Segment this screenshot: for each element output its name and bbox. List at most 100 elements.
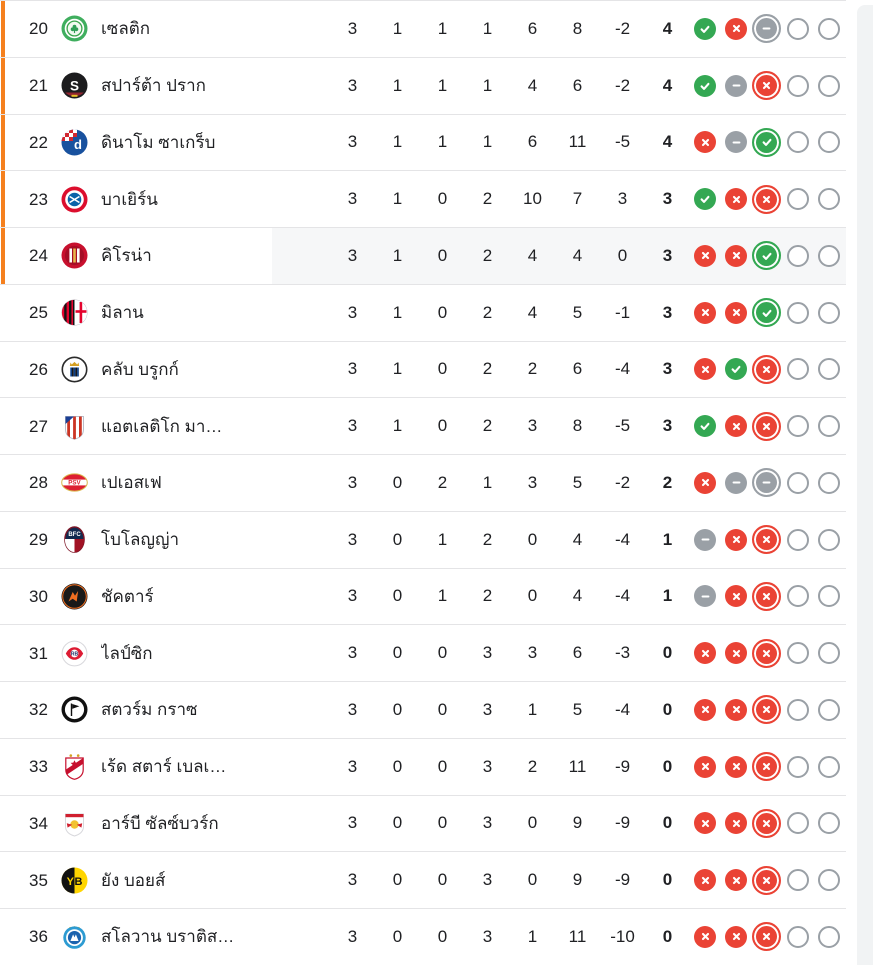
form-history bbox=[690, 808, 844, 838]
table-row[interactable]: 32 สตวร์ม กราซ 3 0 0 3 1 5 -4 0 bbox=[0, 681, 846, 738]
stat-goals-for: 6 bbox=[527, 132, 538, 152]
form-empty-icon bbox=[817, 17, 840, 40]
form-empty-icon bbox=[786, 131, 809, 154]
stat-goals-for: 6 bbox=[527, 18, 538, 38]
form-slot bbox=[690, 244, 721, 267]
x-icon bbox=[732, 933, 740, 941]
leipzig-logo: RB bbox=[61, 640, 88, 667]
bayern-logo bbox=[61, 186, 88, 213]
sparta-prague-logo: S bbox=[61, 72, 88, 99]
check-icon bbox=[731, 366, 741, 374]
table-row[interactable]: 22 d ดินาโม ซาเกร็บ 3 1 1 1 6 11 -5 4 bbox=[0, 113, 846, 171]
x-icon bbox=[763, 933, 771, 941]
form-empty-icon bbox=[817, 698, 840, 721]
stat-won: 0 bbox=[392, 870, 403, 890]
stat-goal-diff: -9 bbox=[614, 870, 631, 890]
form-slot bbox=[782, 528, 813, 551]
form-history bbox=[690, 298, 844, 328]
table-row[interactable]: 27 แอตเลติโก มา… 3 1 0 2 3 8 -5 3 bbox=[0, 397, 846, 454]
form-slot bbox=[813, 812, 844, 835]
form-history bbox=[690, 14, 844, 44]
table-row[interactable]: 36 สโลวาน บราติส… 3 0 0 3 1 11 -10 0 bbox=[0, 908, 846, 965]
table-row[interactable]: 33 เร้ด สตาร์ เบลเ… 3 0 0 3 2 11 -9 0 bbox=[0, 737, 846, 795]
svg-text:BFC: BFC bbox=[68, 532, 81, 538]
stat-goal-diff: -4 bbox=[614, 586, 631, 606]
stat-played: 3 bbox=[347, 132, 358, 152]
stat-goals-for: 10 bbox=[523, 189, 542, 209]
form-loss-latest-icon bbox=[752, 922, 782, 952]
form-history bbox=[690, 525, 844, 555]
table-row[interactable]: 30 ชัคตาร์ 3 0 1 2 0 4 -4 1 bbox=[0, 567, 846, 625]
form-empty-icon bbox=[786, 698, 809, 721]
stat-goals-for: 3 bbox=[527, 472, 538, 492]
form-slot bbox=[752, 241, 783, 271]
form-loss-latest-icon bbox=[752, 638, 782, 668]
table-row[interactable]: 29 BFC โบโลญญ่า 3 0 1 2 0 4 -4 1 bbox=[0, 510, 846, 568]
form-slot bbox=[690, 585, 721, 608]
table-row[interactable]: 28 PSV เปเอสเฟ 3 0 2 1 3 5 -2 2 bbox=[0, 454, 846, 511]
stat-goal-diff: -2 bbox=[614, 18, 631, 38]
atletico-madrid-logo bbox=[61, 413, 88, 440]
x-icon bbox=[701, 763, 709, 771]
x-icon bbox=[701, 309, 709, 317]
x-icon bbox=[732, 252, 740, 260]
table-row[interactable]: 25 มิลาน 3 1 0 2 4 5 -1 3 bbox=[0, 283, 846, 341]
form-slot bbox=[752, 184, 783, 214]
stat-lost: 3 bbox=[482, 643, 493, 663]
playoff-zone-marker bbox=[1, 171, 5, 227]
stat-drawn: 0 bbox=[437, 699, 448, 719]
form-loss-latest-icon bbox=[752, 695, 782, 725]
form-empty-icon bbox=[786, 812, 809, 835]
stat-won: 1 bbox=[392, 359, 403, 379]
form-slot bbox=[813, 642, 844, 665]
stat-won: 1 bbox=[392, 189, 403, 209]
stat-goal-diff: 3 bbox=[617, 189, 628, 209]
stat-goals-against: 9 bbox=[572, 813, 583, 833]
form-loss-icon bbox=[694, 301, 717, 324]
table-row[interactable]: 26 คลับ บรูกก์ 3 1 0 2 2 6 -4 3 bbox=[0, 340, 846, 398]
table-row[interactable]: 20 เซลติก 3 1 1 1 6 8 -2 4 bbox=[0, 0, 846, 57]
form-loss-latest-icon bbox=[752, 808, 782, 838]
form-loss-latest-icon bbox=[752, 184, 782, 214]
form-empty-icon bbox=[786, 17, 809, 40]
form-empty-icon bbox=[786, 244, 809, 267]
form-slot bbox=[690, 188, 721, 211]
scrollbar-track[interactable] bbox=[857, 5, 873, 965]
form-loss-icon bbox=[725, 755, 748, 778]
table-row[interactable]: 34 อาร์บี ซัลซ์บวร์ก 3 0 0 3 0 9 -9 0 bbox=[0, 794, 846, 852]
x-icon bbox=[701, 138, 709, 146]
form-slot bbox=[721, 131, 752, 154]
stat-won: 0 bbox=[392, 699, 403, 719]
form-empty-icon bbox=[786, 301, 809, 324]
stats-cells: 3 1 1 1 4 6 -2 4 bbox=[330, 76, 690, 96]
form-loss-latest-icon bbox=[752, 354, 782, 384]
stat-goals-against: 4 bbox=[572, 529, 583, 549]
stat-goals-for: 3 bbox=[527, 416, 538, 436]
x-icon bbox=[701, 706, 709, 714]
team-name: ชัคตาร์ bbox=[101, 586, 154, 606]
stat-points: 0 bbox=[662, 870, 673, 890]
table-row[interactable]: 23 บาเยิร์น 3 1 0 2 10 7 3 3 bbox=[0, 170, 846, 227]
form-loss-latest-icon bbox=[752, 71, 782, 101]
stat-goals-for: 2 bbox=[527, 359, 538, 379]
x-icon bbox=[763, 536, 771, 544]
table-row[interactable]: 21 S สปาร์ต้า ปราก 3 1 1 1 4 6 -2 4 bbox=[0, 56, 846, 114]
check-icon bbox=[700, 422, 710, 431]
stat-lost: 2 bbox=[482, 586, 493, 606]
form-slot bbox=[690, 755, 721, 778]
stat-points: 3 bbox=[662, 245, 673, 265]
team-name: คิโรน่า bbox=[101, 246, 152, 266]
table-row[interactable]: 31 RB ไลป์ซิก 3 0 0 3 3 6 -3 0 bbox=[0, 624, 846, 681]
stat-won: 1 bbox=[392, 416, 403, 436]
form-slot bbox=[690, 74, 721, 97]
form-slot bbox=[752, 468, 783, 498]
form-slot bbox=[813, 528, 844, 551]
form-slot bbox=[690, 415, 721, 438]
stat-played: 3 bbox=[347, 699, 358, 719]
form-loss-icon bbox=[725, 528, 748, 551]
stat-goals-against: 9 bbox=[572, 870, 583, 890]
form-empty-icon bbox=[817, 925, 840, 948]
stat-lost: 2 bbox=[482, 416, 493, 436]
